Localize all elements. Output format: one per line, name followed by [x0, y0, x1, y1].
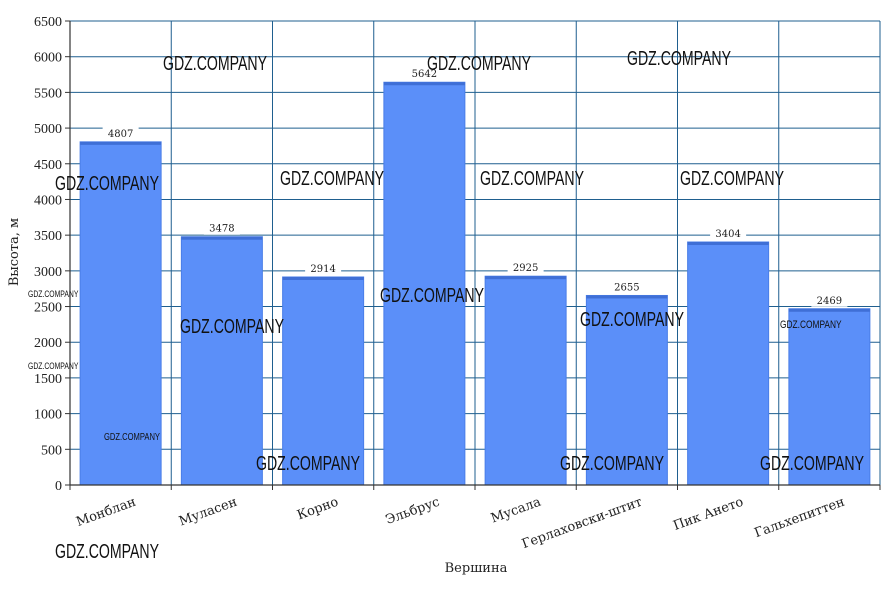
bar-7 — [687, 241, 770, 486]
y-tick-label: 2500 — [34, 301, 62, 316]
watermark-text: GDZ.COMPANY — [256, 453, 360, 475]
watermark-text: GDZ.COMPANY — [55, 173, 159, 195]
data-label-bg — [608, 280, 645, 294]
data-label: 2655 — [614, 282, 639, 293]
data-label-bg — [305, 261, 342, 275]
watermark-text: GDZ.COMPANY — [104, 432, 160, 443]
bar-1 — [79, 141, 162, 486]
y-tick-label: 0 — [55, 479, 62, 494]
watermark-text: GDZ.COMPANY — [427, 53, 531, 75]
y-tick-label: 4000 — [34, 193, 62, 208]
x-category-label: Пик Ането — [671, 495, 745, 534]
y-tick-label: 4500 — [34, 158, 62, 173]
watermark-text: GDZ.COMPANY — [28, 289, 78, 299]
data-labels: 4807 3478 2914 5642 2925 2655 3404 2469 — [102, 67, 848, 307]
bar-top-edge — [80, 141, 162, 145]
data-label-bg — [507, 261, 544, 275]
bars-group — [79, 81, 871, 486]
watermark-text: GDZ.COMPANY — [480, 168, 584, 190]
data-label-bg — [102, 126, 139, 140]
axes — [65, 20, 881, 490]
y-tick-label: 3500 — [34, 229, 62, 244]
data-label-bg — [406, 67, 443, 81]
x-category-label: Муласен — [177, 495, 239, 530]
watermark-text: GDZ.COMPANY — [280, 168, 384, 190]
bar-top-edge — [485, 276, 567, 280]
bar-top-edge — [687, 242, 769, 246]
bar-8 — [788, 308, 871, 486]
watermark-text: GDZ.COMPANY — [560, 453, 664, 475]
bar-top-edge — [383, 82, 465, 86]
watermark-text: GDZ.COMPANY — [180, 316, 284, 338]
bar-top-edge — [282, 276, 364, 280]
data-label-bg — [811, 293, 848, 307]
bar-5 — [484, 275, 567, 486]
y-tick-labels: 0 500 1000 1500 2000 2500 3000 3500 4000 4500 5000… — [34, 15, 62, 494]
bar-4 — [383, 81, 466, 486]
data-label: 4807 — [108, 129, 133, 140]
watermark-text: GDZ.COMPANY — [28, 361, 78, 371]
y-tick-label: 5500 — [34, 86, 62, 101]
bar-top-edge — [788, 308, 870, 312]
y-tick-label: 5000 — [34, 122, 62, 137]
bar-2 — [180, 236, 263, 486]
y-tick-label: 1000 — [34, 408, 62, 423]
data-label: 2914 — [310, 264, 335, 275]
data-label: 3404 — [715, 229, 740, 240]
data-label-bg — [203, 221, 240, 235]
watermarks: GDZ.COMPANY GDZ.COMPANY GDZ.COMPANY GDZ.COM… — [28, 48, 864, 563]
y-tick-label: 6000 — [34, 51, 62, 66]
x-category-label: Гальхепиттен — [753, 495, 847, 542]
x-category-label: Корно — [295, 495, 340, 524]
data-label: 2469 — [817, 296, 842, 307]
watermark-text: GDZ.COMPANY — [163, 53, 267, 75]
x-tick-labels: Монблан Муласен Корно Эльбрус МусалаГерлахов… — [74, 495, 846, 553]
y-tick-label: 3000 — [34, 265, 62, 280]
bar-3 — [282, 276, 365, 486]
bar-top-edge — [586, 295, 668, 299]
y-tick-label: 2000 — [34, 336, 62, 351]
watermark-text: GDZ.COMPANY — [760, 453, 864, 475]
data-label-bg — [710, 227, 747, 241]
data-label: 2925 — [513, 263, 538, 274]
data-label: 5642 — [412, 69, 437, 80]
watermark-text: GDZ.COMPANY — [627, 48, 731, 70]
x-category-label: Мусала — [489, 495, 543, 527]
bar-top-edge — [181, 236, 263, 240]
y-axis-title: Высота, м — [7, 218, 22, 286]
x-category-label: Эльбрус — [384, 495, 442, 528]
watermark-text: GDZ.COMPANY — [780, 319, 842, 331]
y-tick-label: 1500 — [34, 372, 62, 387]
y-tick-label: 6500 — [34, 15, 62, 30]
watermark-text: GDZ.COMPANY — [580, 309, 684, 331]
watermark-text: GDZ.COMPANY — [380, 285, 484, 307]
x-category-label: Монблан — [74, 495, 138, 530]
x-axis-title: Вершина — [445, 561, 508, 576]
watermark-text: GDZ.COMPANY — [55, 541, 159, 563]
data-label: 3478 — [209, 224, 234, 235]
watermark-text: GDZ.COMPANY — [680, 168, 784, 190]
y-tick-label: 500 — [41, 443, 62, 458]
